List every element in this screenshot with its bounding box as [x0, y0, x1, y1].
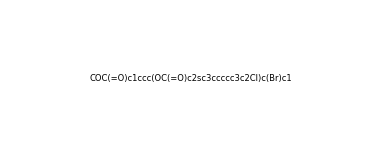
Text: COC(=O)c1ccc(OC(=O)c2sc3ccccc3c2Cl)c(Br)c1: COC(=O)c1ccc(OC(=O)c2sc3ccccc3c2Cl)c(Br)…	[90, 73, 292, 83]
